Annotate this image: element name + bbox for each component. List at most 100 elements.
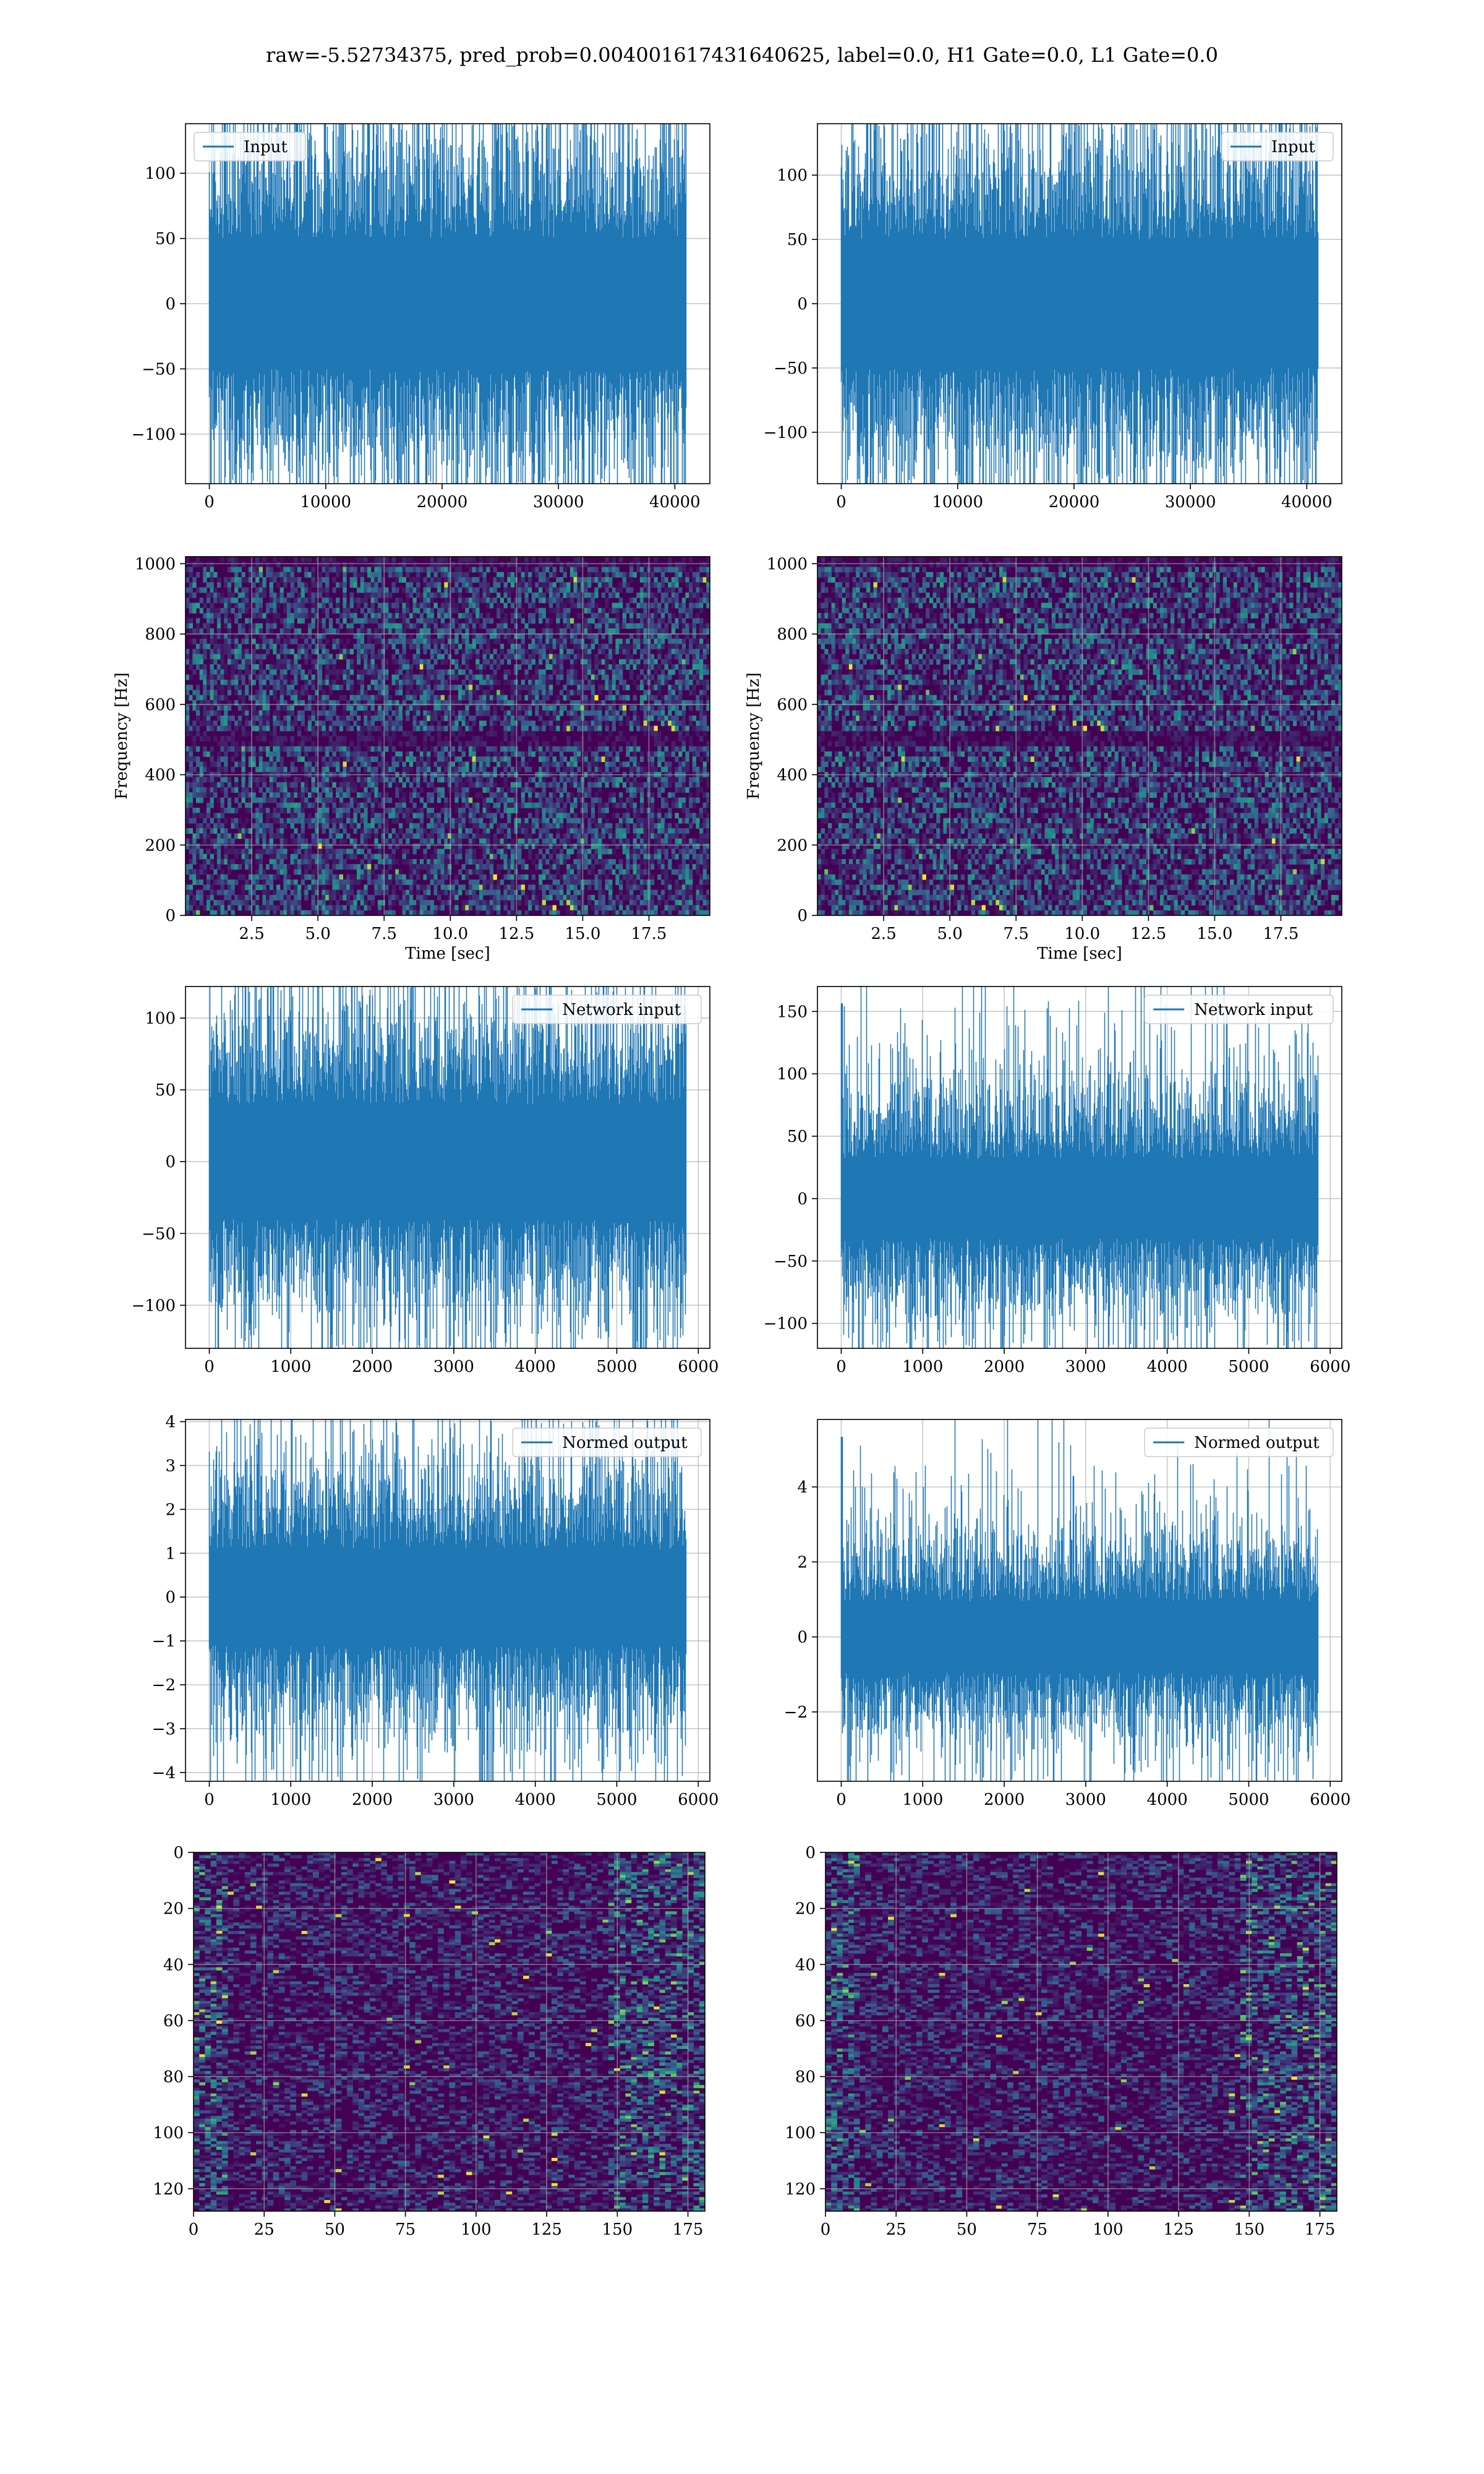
x-tick-label: 5000 bbox=[596, 1791, 637, 1809]
legend: Input bbox=[194, 132, 306, 161]
y-tick-label: 800 bbox=[145, 625, 176, 644]
x-tick-label: 2000 bbox=[352, 1358, 393, 1376]
y-tick-label: 0 bbox=[165, 907, 176, 925]
y-tick-label: 0 bbox=[797, 1190, 808, 1209]
x-tick-label: 25 bbox=[886, 2220, 906, 2239]
x-tick-label: 10.0 bbox=[432, 925, 468, 943]
y-tick-label: 400 bbox=[777, 766, 808, 785]
y-tick-label: −100 bbox=[764, 424, 808, 442]
x-tick-label: 1000 bbox=[270, 1791, 311, 1809]
y-tick-label: 1000 bbox=[135, 555, 176, 573]
x-tick-label: 5.0 bbox=[305, 925, 330, 943]
x-tick-label: 4000 bbox=[1147, 1358, 1188, 1376]
y-tick-label: 800 bbox=[777, 625, 808, 644]
subplot-r1c1: 2.5 5.0 7.5 10.0 12.5 15.0 17.5 0 200 400 600 800 10… bbox=[744, 555, 1342, 963]
y-axis-label: Frequency [Hz] bbox=[113, 672, 131, 800]
x-tick-label: 2000 bbox=[984, 1358, 1025, 1376]
x-tick-label: 40000 bbox=[1281, 493, 1333, 511]
x-tick-label: 0 bbox=[821, 2220, 831, 2239]
y-tick-label: 0 bbox=[165, 1588, 176, 1607]
y-tick-label: 40 bbox=[163, 1956, 184, 1974]
y-tick-label: 100 bbox=[145, 165, 176, 183]
axes-frame bbox=[185, 556, 710, 916]
heatmap-image bbox=[194, 1852, 705, 2211]
subplot-r1c0: 2.5 5.0 7.5 10.0 12.5 15.0 17.5 0 200 400 600 800 10… bbox=[113, 555, 710, 963]
y-tick-label: 0 bbox=[165, 295, 176, 314]
legend-label: Normed output bbox=[1194, 1434, 1320, 1452]
x-tick-label: 20000 bbox=[417, 493, 468, 511]
y-tick-label: 600 bbox=[145, 696, 176, 714]
y-tick-label: 4 bbox=[797, 1478, 808, 1497]
x-tick-label: 3000 bbox=[1065, 1358, 1106, 1376]
y-tick-label: 200 bbox=[777, 836, 808, 855]
y-tick-label: 50 bbox=[787, 1128, 808, 1146]
y-tick-label: 100 bbox=[145, 1009, 176, 1028]
x-tick-label: 2000 bbox=[352, 1791, 393, 1809]
x-tick-label: 5000 bbox=[1228, 1358, 1269, 1376]
axes-frame bbox=[817, 556, 1342, 916]
x-tick-label: 125 bbox=[1163, 2220, 1194, 2239]
y-tick-label: 120 bbox=[153, 2180, 184, 2199]
legend: Normed output bbox=[512, 1427, 702, 1457]
y-tick-label: 200 bbox=[145, 836, 176, 855]
x-tick-label: 5.0 bbox=[937, 925, 962, 943]
y-tick-label: 600 bbox=[777, 696, 808, 714]
y-tick-label: −1 bbox=[152, 1632, 176, 1651]
x-axis-label: Time [sec] bbox=[1037, 944, 1122, 963]
series-line bbox=[840, 987, 1319, 1348]
x-tick-label: 15.0 bbox=[565, 925, 600, 943]
y-axis-label: Frequency [Hz] bbox=[744, 672, 763, 800]
x-tick-label: 150 bbox=[1234, 2220, 1265, 2239]
x-tick-label: 25 bbox=[254, 2220, 275, 2239]
axes-frame bbox=[817, 986, 1342, 1349]
x-axis-label: Time [sec] bbox=[405, 944, 490, 963]
y-tick-label: 150 bbox=[777, 1003, 808, 1021]
series-line bbox=[840, 1419, 1319, 1781]
y-tick-label: 80 bbox=[163, 2068, 184, 2087]
x-tick-label: 30000 bbox=[1165, 493, 1216, 511]
y-tick-label: 100 bbox=[153, 2124, 184, 2142]
y-tick-label: 50 bbox=[155, 1081, 176, 1100]
y-tick-label: 50 bbox=[155, 230, 176, 249]
legend-label: Input bbox=[1271, 138, 1315, 156]
x-tick-label: 75 bbox=[395, 2220, 416, 2239]
y-tick-label: 4 bbox=[165, 1413, 176, 1432]
x-tick-label: 3000 bbox=[433, 1358, 474, 1376]
x-tick-label: 0 bbox=[204, 493, 215, 511]
x-tick-label: 17.5 bbox=[1263, 925, 1299, 943]
x-tick-label: 6000 bbox=[678, 1358, 719, 1376]
x-tick-label: 6000 bbox=[678, 1791, 719, 1809]
y-tick-label: 0 bbox=[797, 907, 808, 925]
y-tick-label: 0 bbox=[805, 1844, 816, 1862]
x-tick-label: 12.5 bbox=[1130, 925, 1166, 943]
subplot-r3c0: Normed output 0 1000 2000 3000 4000 5000 6000 −4… bbox=[152, 1413, 719, 1809]
y-tick-label: 0 bbox=[165, 1153, 176, 1171]
series-line bbox=[208, 1419, 687, 1781]
y-tick-label: 50 bbox=[787, 231, 808, 249]
legend: Network input bbox=[1144, 995, 1334, 1024]
x-tick-label: 6000 bbox=[1310, 1791, 1350, 1809]
x-tick-label: 2000 bbox=[984, 1791, 1025, 1809]
axes-frame bbox=[185, 1419, 710, 1782]
y-tick-label: −3 bbox=[152, 1720, 176, 1739]
subplot-r4c0: 0 25 50 75 100 125 150 175 0 20 40 60 80 100 120 bbox=[153, 1844, 706, 2239]
y-tick-label: 1000 bbox=[767, 555, 808, 573]
y-tick-label: 0 bbox=[797, 295, 808, 314]
x-tick-label: 7.5 bbox=[372, 925, 397, 943]
y-tick-label: 400 bbox=[145, 766, 176, 785]
y-tick-label: −4 bbox=[152, 1764, 176, 1783]
y-tick-label: −50 bbox=[142, 1225, 176, 1243]
y-tick-label: 20 bbox=[163, 1900, 184, 1919]
axes-frame bbox=[185, 986, 710, 1349]
y-tick-label: 120 bbox=[785, 2180, 816, 2199]
heatmap-image bbox=[186, 557, 710, 915]
axes-frame bbox=[817, 1419, 1342, 1782]
axes-frame bbox=[193, 1852, 706, 2212]
y-tick-label: −100 bbox=[132, 426, 176, 444]
legend: Network input bbox=[512, 995, 702, 1024]
x-tick-label: 175 bbox=[1305, 2220, 1336, 2239]
heatmap-image bbox=[825, 1852, 1337, 2211]
series-line bbox=[840, 124, 1319, 484]
